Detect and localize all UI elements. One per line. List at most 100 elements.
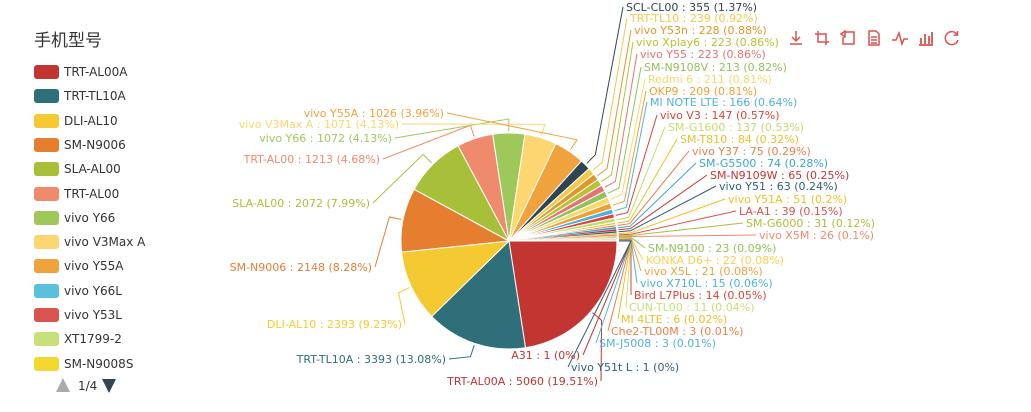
legend-item[interactable]: vivo Y66L <box>34 283 194 299</box>
slice-label: vivo Y51A : 51 (0.2%) <box>728 193 847 206</box>
legend-swatch <box>34 332 59 347</box>
legend-item[interactable]: vivo Y53L <box>34 307 194 323</box>
legend-next-page-icon[interactable] <box>102 379 116 393</box>
slice-label: vivo Xplay6 : 223 (0.86%) <box>636 36 779 49</box>
legend-item[interactable]: vivo Y55A <box>34 258 194 274</box>
legend-label: SM-N9006 <box>64 137 126 152</box>
slice-label: SM-N9108V : 213 (0.82%) <box>644 61 787 74</box>
slice-label: Redmi 6 : 211 (0.81%) <box>648 73 772 86</box>
legend-prev-page-icon[interactable] <box>56 378 70 392</box>
slice-label: vivo Y53n : 228 (0.88%) <box>634 24 767 37</box>
pie-slice[interactable] <box>431 239 527 350</box>
slice-label: vivo V3 : 147 (0.57%) <box>660 109 780 122</box>
leader-line <box>618 174 708 231</box>
leader-line <box>604 53 638 188</box>
slice-label: TRT-AL00 : 1213 (4.68%) <box>243 153 380 166</box>
legend-swatch <box>34 65 59 79</box>
legend-label: TRT-AL00 <box>64 186 120 201</box>
leader-line <box>618 185 717 233</box>
slice-label: SM-J5008 : 3 (0.01%) <box>599 337 716 350</box>
leader-line <box>614 101 648 212</box>
legend-swatch <box>34 89 59 104</box>
slice-label: SM-G1600 : 137 (0.53%) <box>668 121 804 134</box>
legend-item[interactable]: TRT-AL00 <box>34 186 194 202</box>
legend-item[interactable]: SLA-AL00 <box>34 161 194 177</box>
legend-item[interactable]: DLI-AL10 <box>34 113 194 129</box>
slice-label: SCL-CL00 : 355 (1.37%) <box>626 1 757 14</box>
legend-item[interactable]: SM-N9008S <box>34 356 194 372</box>
legend-label: vivo Y66L <box>64 283 122 298</box>
legend-swatch <box>34 186 59 201</box>
line-chart-icon[interactable] <box>890 28 910 48</box>
leader-line <box>597 29 632 177</box>
legend-item[interactable]: XT1799-2 <box>34 331 194 347</box>
legend-swatch <box>34 259 59 274</box>
pie-slice[interactable] <box>508 240 618 349</box>
legend-swatch <box>34 235 59 250</box>
leader-line <box>374 216 402 268</box>
slice-label: SM-N9006 : 2148 (8.28%) <box>230 261 372 274</box>
bar-chart-icon[interactable] <box>916 28 936 48</box>
chart-title: 手机型号 <box>34 31 102 51</box>
legend-label: SM-N9008S <box>64 356 134 371</box>
slice-label: LA-A1 : 39 (0.15%) <box>739 205 843 218</box>
legend-swatch <box>34 283 59 298</box>
slice-label: vivo X710L : 15 (0.06%) <box>640 277 773 290</box>
slice-label: KONKA D6+ : 22 (0.08%) <box>646 254 784 267</box>
legend-item[interactable]: TRT-AL00A <box>34 64 194 80</box>
slice-label: Che2-TL00M : 3 (0.01%) <box>611 325 743 338</box>
leader-line <box>616 126 666 221</box>
leader-line <box>592 17 628 171</box>
leader-line <box>618 198 726 235</box>
leader-line <box>592 312 603 382</box>
pie-slices <box>400 132 618 350</box>
legend-label: DLI-AL10 <box>64 113 118 128</box>
legend-item[interactable]: vivo Y66 <box>34 210 194 226</box>
leader-line <box>617 138 678 224</box>
legend-swatch <box>34 113 59 128</box>
slice-label: vivo Y51 : 63 (0.24%) <box>719 180 838 193</box>
leader-line <box>618 234 757 238</box>
leader-line <box>618 162 697 229</box>
legend-item[interactable]: vivo V3Max A <box>34 234 194 250</box>
restore-icon[interactable] <box>942 28 962 48</box>
zoom-icon[interactable] <box>812 28 832 48</box>
leader-line <box>567 240 632 368</box>
slice-label: DLI-AL10 : 2393 (9.23%) <box>267 318 402 331</box>
slice-label: vivo Y51t L : 1 (0%) <box>571 361 679 374</box>
slice-label: MI 4LTE : 6 (0.02%) <box>621 313 727 326</box>
leader-line <box>372 153 432 204</box>
leader-line <box>394 118 510 139</box>
leader-line <box>618 238 642 272</box>
slice-label: Bird L7Plus : 14 (0.05%) <box>634 289 767 302</box>
slice-label: TRT-AL00A : 5060 (19.51%) <box>446 375 598 388</box>
slice-label: vivo Y66 : 1072 (4.13%) <box>259 132 392 145</box>
slice-label: TRT-TL10A : 3393 (13.08%) <box>296 353 446 366</box>
zoom-reset-icon[interactable] <box>838 28 858 48</box>
download-icon[interactable] <box>786 28 806 48</box>
leader-line <box>607 66 642 194</box>
slice-label: A31 : 1 (0%) <box>511 349 580 362</box>
slice-label: SM-T810 : 84 (0.32%) <box>680 133 799 146</box>
leader-line <box>618 210 737 236</box>
pie-slice[interactable] <box>401 240 511 318</box>
slice-label: SM-N9100 : 23 (0.09%) <box>648 242 776 255</box>
legend-label: vivo V3Max A <box>64 235 146 250</box>
legend-item[interactable]: SM-N9006 <box>34 137 194 153</box>
slice-label: OKP9 : 209 (0.81%) <box>649 85 757 98</box>
legend-page-indicator: 1/4 <box>78 379 98 393</box>
legend-label: vivo Y53L <box>64 308 122 322</box>
leader-line <box>615 114 658 216</box>
legend-label: SLA-AL00 <box>64 162 121 177</box>
slice-label: SM-G6000 : 31 (0.12%) <box>746 217 875 230</box>
legend-swatch <box>34 162 59 177</box>
leader-line <box>446 112 578 150</box>
legend-label: TRT-TL10A <box>64 89 126 104</box>
leader-line <box>618 222 744 237</box>
legend-label: TRT-AL00A <box>64 65 128 79</box>
legend-item[interactable]: TRT-TL10A <box>34 88 194 104</box>
leader-line <box>586 6 624 164</box>
data-view-icon[interactable] <box>864 28 884 48</box>
leader-line <box>610 78 646 200</box>
